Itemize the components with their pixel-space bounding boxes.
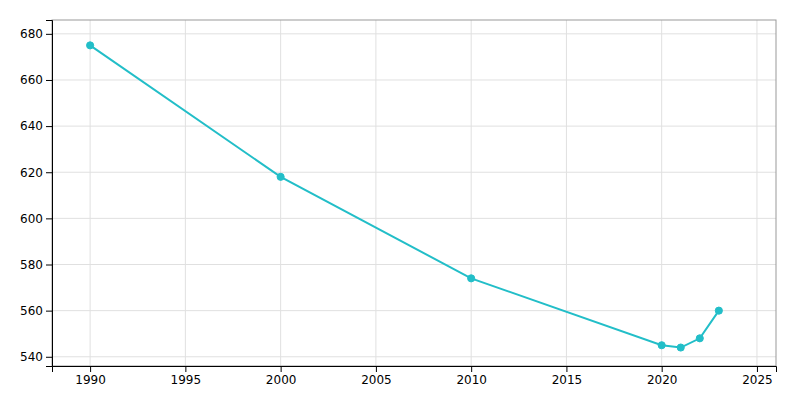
- x-tick: 2000: [266, 366, 297, 387]
- y-axis: 540 560 580 600 620 640 660 680: [20, 21, 52, 367]
- y-tick-mark: [46, 311, 52, 312]
- x-tick-mark: [757, 366, 758, 372]
- x-tick-mark: [376, 366, 377, 372]
- marker: [87, 42, 94, 49]
- grid-line-x: [756, 20, 757, 366]
- grid-line-x: [90, 20, 91, 366]
- grid-line-x: [471, 20, 472, 366]
- y-tick-label: 620: [20, 166, 43, 180]
- x-tick-mark: [471, 366, 472, 372]
- grid-line-y: [52, 356, 776, 357]
- x-tick-mark: [566, 366, 567, 372]
- y-tick-mark: [46, 218, 52, 219]
- x-tick-label: 2005: [361, 373, 392, 387]
- x-tick-label: 1990: [75, 373, 106, 387]
- grid-line-y: [52, 126, 776, 127]
- y-tick-label: 580: [20, 258, 43, 272]
- x-tick-mark: [90, 366, 91, 372]
- grid-line-x: [185, 20, 186, 366]
- plot: 1990 1995 2000 2005 2010 2015 2020 2025 540 560 58…: [20, 20, 776, 387]
- grid-line-x: [280, 20, 281, 366]
- x-tick-label: 2020: [647, 373, 678, 387]
- y-tick-label: 680: [20, 27, 43, 41]
- y-tick-label: 540: [20, 350, 43, 364]
- y-tick-mark: [46, 357, 52, 358]
- y-tick: 580: [20, 258, 52, 272]
- y-tick: 620: [20, 166, 52, 180]
- chart: 1990 1995 2000 2005 2010 2015 2020 2025 540 560 58…: [0, 0, 800, 400]
- y-tick: 540: [20, 350, 52, 364]
- y-tick-label: 640: [20, 119, 43, 133]
- marker: [468, 275, 475, 282]
- y-tick-mark: [46, 265, 52, 266]
- plot-frame: [52, 20, 776, 366]
- x-tick-label: 1995: [171, 373, 202, 387]
- grid-line-x: [566, 20, 567, 366]
- marker: [715, 307, 722, 314]
- x-tick-label: 2025: [742, 373, 773, 387]
- grid-line-y: [52, 218, 776, 219]
- y-tick-label: 560: [20, 304, 43, 318]
- grid-line-y: [52, 33, 776, 34]
- x-tick-mark: [185, 366, 186, 372]
- y-tick: 660: [20, 73, 52, 87]
- y-tick: 600: [20, 212, 52, 226]
- x-axis-line: [53, 367, 777, 373]
- data-layer: [87, 42, 723, 351]
- x-tick-label: 2015: [552, 373, 583, 387]
- x-tick: 2010: [456, 366, 487, 387]
- y-tick: 680: [20, 27, 52, 41]
- x-tick: 2020: [647, 366, 678, 387]
- y-tick: 560: [20, 304, 52, 318]
- marker: [658, 342, 665, 349]
- grid-line-y: [52, 264, 776, 265]
- x-tick: 2015: [552, 366, 583, 387]
- y-tick-label: 600: [20, 212, 43, 226]
- x-tick: 1995: [171, 366, 202, 387]
- x-tick: 2005: [361, 366, 392, 387]
- y-axis-line: [46, 21, 53, 367]
- line: [90, 45, 719, 347]
- grid-line-x: [375, 20, 376, 366]
- grid-line-y: [52, 310, 776, 311]
- marker: [277, 173, 284, 180]
- y-tick-mark: [46, 34, 52, 35]
- x-tick-mark: [662, 366, 663, 372]
- x-tick-mark: [281, 366, 282, 372]
- grid-line-y: [52, 79, 776, 80]
- x-axis: 1990 1995 2000 2005 2010 2015 2020 2025: [53, 366, 777, 387]
- y-tick-mark: [46, 126, 52, 127]
- x-tick: 1990: [75, 366, 106, 387]
- x-tick: 2025: [742, 366, 773, 387]
- x-tick-label: 2010: [456, 373, 487, 387]
- marker: [696, 335, 703, 342]
- y-tick: 640: [20, 119, 52, 133]
- x-tick-label: 2000: [266, 373, 297, 387]
- grid-line-x: [661, 20, 662, 366]
- y-tick-mark: [46, 172, 52, 173]
- grid-line-y: [52, 172, 776, 173]
- y-tick-label: 660: [20, 73, 43, 87]
- grid: [52, 20, 776, 366]
- marker: [677, 344, 684, 351]
- y-tick-mark: [46, 80, 52, 81]
